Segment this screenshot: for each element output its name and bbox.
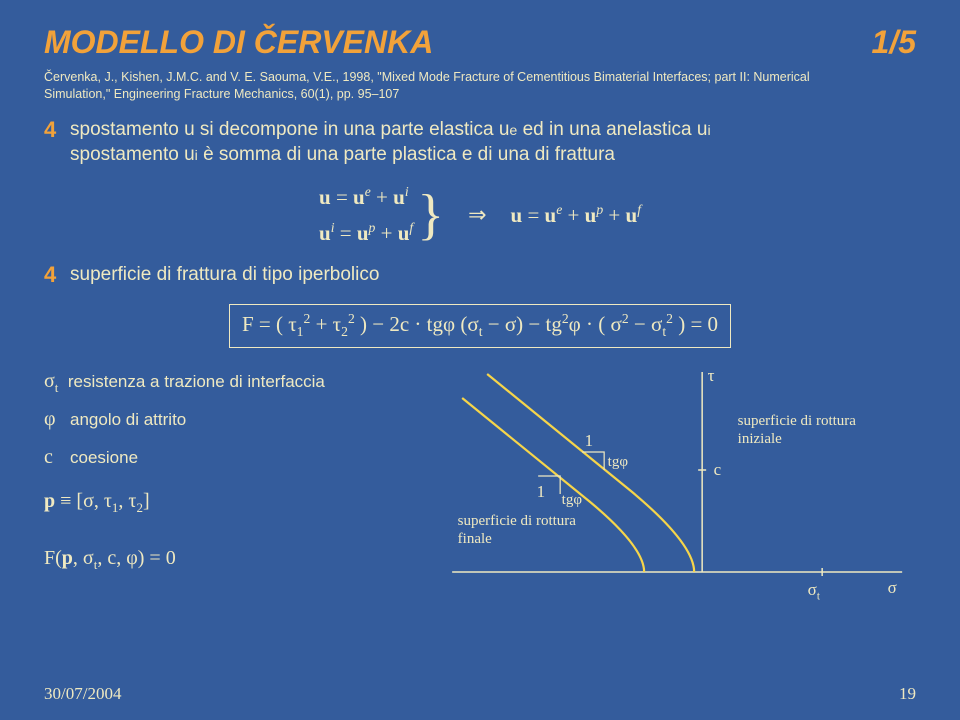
diagram-col: τ c σ σt 1 tgφ 1 tgφ superficie di rottu… bbox=[428, 362, 916, 622]
bullet-mark: 4 bbox=[44, 117, 70, 143]
diagram: τ c σ σt 1 tgφ 1 tgφ superficie di rottu… bbox=[428, 362, 916, 622]
lbl-iniziale: superficie di rotturainiziale bbox=[738, 412, 856, 448]
lbl-tau: τ bbox=[708, 366, 715, 386]
def-phi: φangolo di attrito bbox=[44, 400, 428, 438]
arrow-icon: ⇒ bbox=[468, 202, 486, 228]
eq1: u = ue + ui bbox=[319, 184, 413, 210]
lbl-one-a: 1 bbox=[585, 431, 594, 451]
b1b: ed in una anelastica u bbox=[517, 119, 707, 140]
lbl-tgphi-a: tgφ bbox=[608, 454, 628, 471]
def-sigma-t: σt resistenza a trazione di interfaccia bbox=[44, 362, 428, 401]
brace-group: u = ue + ui ui = up + uf } bbox=[319, 184, 444, 246]
slide-title: MODELLO DI ČERVENKA bbox=[44, 24, 433, 61]
sigma-t-desc: resistenza a trazione di interfaccia bbox=[68, 372, 325, 391]
b1a: spostamento u si decompone in una parte … bbox=[70, 119, 509, 140]
bullet-2: 4 superficie di frattura di tipo iperbol… bbox=[44, 262, 916, 288]
p-def: p ≡ [σ, τ1, τ2] bbox=[44, 482, 428, 521]
footer-date: 30/07/2004 bbox=[44, 684, 121, 704]
slide-title-row: MODELLO DI ČERVENKA 1/5 bbox=[44, 24, 916, 61]
lbl-sigma-t: σt bbox=[808, 580, 820, 602]
b1c: spostamento u bbox=[70, 144, 195, 165]
lbl-sigma: σ bbox=[888, 578, 897, 598]
Fp: F(p, σt, c, φ) = 0 bbox=[44, 539, 428, 578]
eq2: ui = up + uf bbox=[319, 220, 413, 246]
equation-F-wrap: F = ( τ12 + τ22 ) − 2c · tgφ (σt − σ) − … bbox=[44, 298, 916, 347]
slide-number: 1/5 bbox=[872, 24, 916, 61]
bullet-mark-2: 4 bbox=[44, 262, 70, 288]
bullet-1: 4 spostamento u si decompone in una part… bbox=[44, 117, 916, 168]
lbl-tgphi-b: tgφ bbox=[562, 492, 582, 509]
closing-brace: } bbox=[417, 190, 444, 240]
phi-desc: angolo di attrito bbox=[70, 410, 186, 429]
bullet-1-text: spostamento u si decompone in una parte … bbox=[70, 117, 711, 168]
reference-text: Červenka, J., Kishen, J.M.C. and V. E. S… bbox=[44, 70, 810, 101]
def-c: ccoesione bbox=[44, 438, 428, 476]
lbl-finale: superficie di rotturafinale bbox=[458, 512, 576, 548]
equation-F: F = ( τ12 + τ22 ) − 2c · tgφ (σt − σ) − … bbox=[229, 304, 731, 347]
bottom-row: σt resistenza a trazione di interfaccia … bbox=[44, 362, 916, 622]
definitions: σt resistenza a trazione di interfaccia … bbox=[44, 362, 428, 622]
footer-page: 19 bbox=[899, 684, 916, 704]
c-desc: coesione bbox=[70, 448, 138, 467]
bullet-2-text: superficie di frattura di tipo iperbolic… bbox=[70, 262, 379, 288]
reference: Červenka, J., Kishen, J.M.C. and V. E. S… bbox=[44, 69, 824, 103]
footer: 30/07/2004 19 bbox=[44, 684, 916, 704]
lbl-c: c bbox=[714, 460, 722, 480]
lbl-one-b: 1 bbox=[537, 482, 546, 502]
equation-block-1: u = ue + ui ui = up + uf } ⇒ u = ue + up… bbox=[44, 184, 916, 246]
eq3: u = ue + up + uf bbox=[511, 202, 641, 228]
diagram-svg bbox=[428, 362, 916, 622]
b1d: è somma di una parte plastica e di una d… bbox=[198, 144, 615, 165]
